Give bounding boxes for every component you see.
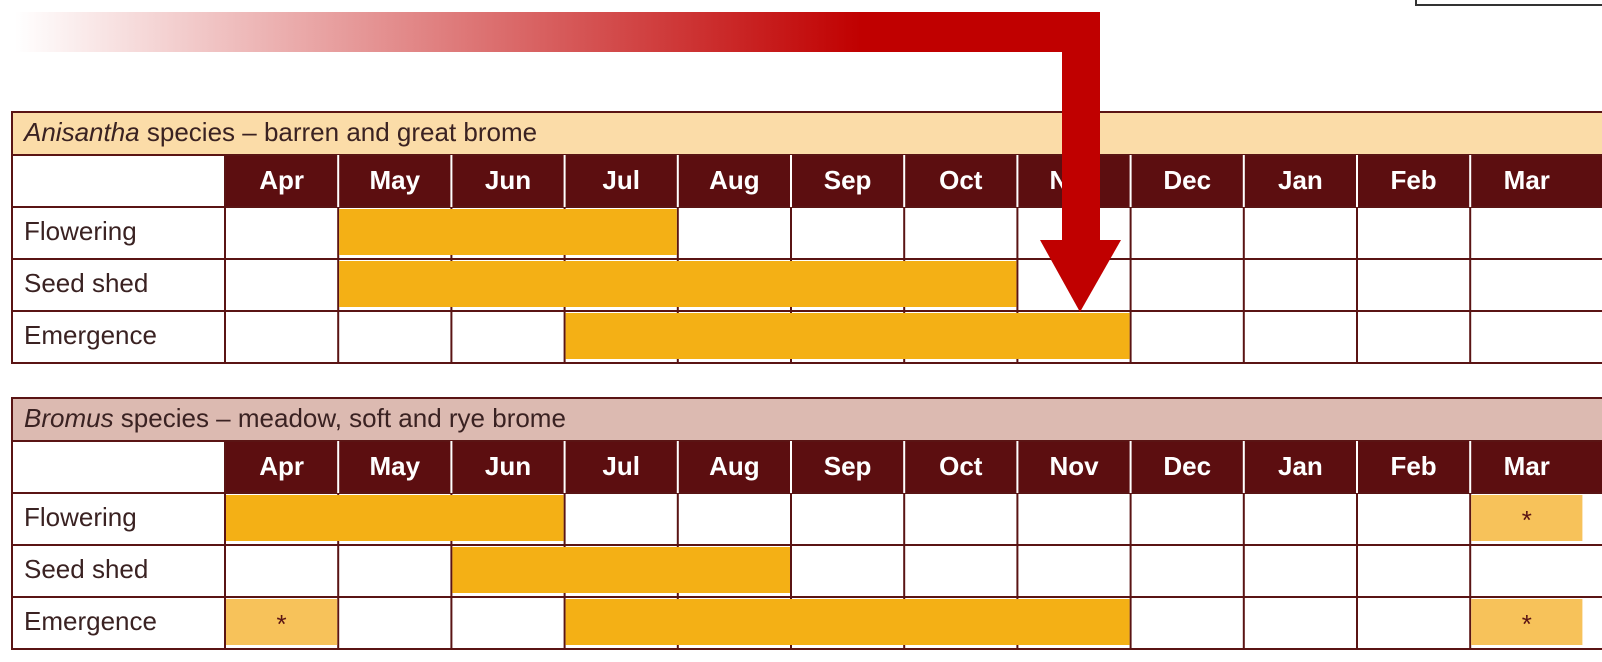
row-label: Flowering: [24, 502, 137, 532]
period-bar: [565, 599, 1130, 645]
month-header: Jun: [485, 165, 531, 195]
row-label: Flowering: [24, 216, 137, 246]
row-label: Seed shed: [24, 268, 148, 298]
schedule-table: Flowering Seed shed Emergence Apr May Jun Jul A…: [11, 111, 1602, 364]
row-label: Emergence: [24, 320, 157, 350]
period-bar: [452, 547, 790, 593]
month-header: Sep: [824, 451, 872, 481]
row-label: Emergence: [24, 606, 157, 636]
month-header: Oct: [939, 165, 983, 195]
table-border: [11, 111, 1602, 364]
month-header: Oct: [939, 451, 983, 481]
note-mark: *: [277, 609, 287, 639]
partial-cell: [226, 599, 338, 645]
month-header: May: [370, 451, 421, 481]
period-bar: [565, 313, 1130, 359]
month-header: Apr: [259, 165, 304, 195]
title-genus: Anisantha: [22, 117, 140, 147]
arrow-shaft: [1062, 12, 1100, 244]
month-header: Jul: [602, 451, 640, 481]
month-header: Dec: [1163, 165, 1211, 195]
table-border: [11, 397, 1602, 650]
title-rest: species – barren and great brome: [140, 117, 537, 147]
title-rest: species – meadow, soft and rye brome: [114, 403, 566, 433]
title-row: [12, 398, 1602, 441]
period-bar: [339, 261, 1017, 307]
note-mark: *: [1522, 609, 1532, 639]
month-header: Aug: [709, 165, 760, 195]
corner-box: [1415, 0, 1602, 6]
month-header: Aug: [709, 451, 760, 481]
tables: Flowering Seed shed Emergence Apr May Jun Jul A…: [11, 111, 1602, 650]
month-header: May: [370, 165, 421, 195]
schedule-table: * Flowering Seed shed * * Emergence Apr May Jun J…: [11, 397, 1602, 650]
period-bar: [339, 209, 677, 255]
month-header: Sep: [824, 165, 872, 195]
month-header: Mar: [1504, 165, 1550, 195]
table-title: Bromus species – meadow, soft and rye br…: [24, 403, 566, 433]
month-header: Nov: [1049, 451, 1099, 481]
month-header: Mar: [1504, 451, 1550, 481]
month-header: Jul: [602, 165, 640, 195]
month-header: Jan: [1278, 165, 1323, 195]
header-row: [225, 155, 1602, 207]
month-header: Feb: [1390, 165, 1436, 195]
table-title: Anisantha species – barren and great bro…: [22, 117, 537, 147]
period-bar: [226, 495, 564, 541]
arrow: [1040, 12, 1121, 312]
header-row: [225, 441, 1602, 493]
month-header: Dec: [1163, 451, 1211, 481]
note-mark: *: [1522, 505, 1532, 535]
title-genus: Bromus: [24, 403, 114, 433]
row-label: Seed shed: [24, 554, 148, 584]
month-header: Feb: [1390, 451, 1436, 481]
month-header: Jan: [1278, 451, 1323, 481]
month-header: Apr: [259, 451, 304, 481]
arrow-head: [1040, 240, 1121, 312]
partial-cell: [1471, 599, 1583, 645]
month-header: Jun: [485, 451, 531, 481]
partial-cell: [1471, 495, 1583, 541]
title-row: [12, 112, 1602, 155]
gradient-bar: [15, 12, 1100, 52]
